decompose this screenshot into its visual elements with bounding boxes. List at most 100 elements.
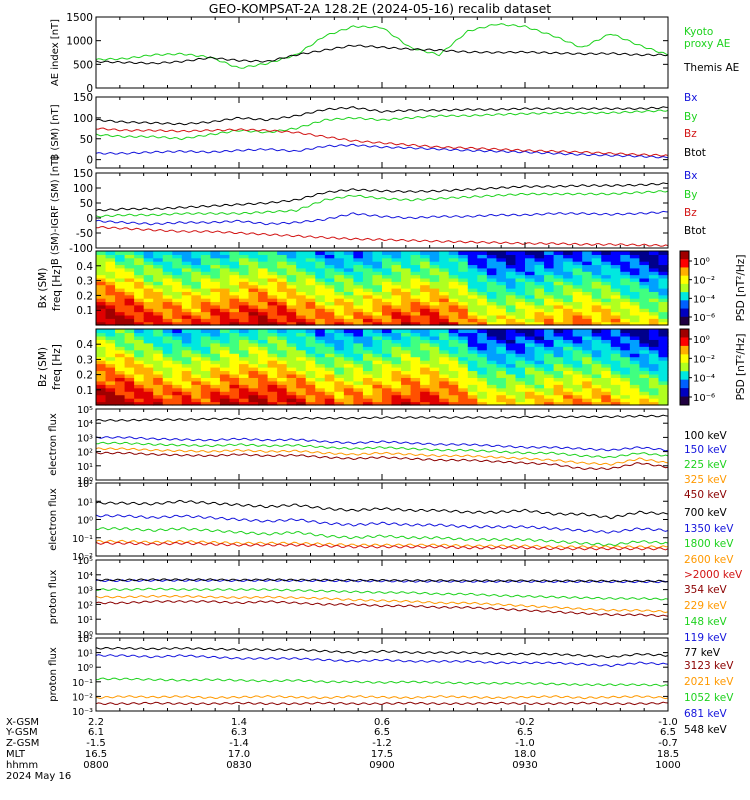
heatmap-cell — [239, 380, 250, 385]
heatmap-cell — [448, 394, 459, 399]
heatmap-cell — [267, 311, 278, 316]
heatmap-cell — [610, 342, 621, 347]
heatmap-cell — [124, 288, 135, 292]
heatmap-cell — [610, 264, 621, 269]
heatmap-cell — [200, 387, 211, 392]
heatmap-cell — [429, 339, 440, 344]
y-tick-label: 500 — [73, 59, 93, 71]
heatmap-cell — [477, 321, 488, 326]
heatmap-cell — [277, 398, 288, 403]
heatmap-cell — [191, 377, 202, 382]
heatmap-cell — [420, 398, 431, 403]
heatmap-cell — [258, 257, 269, 262]
heatmap-cell — [572, 281, 583, 286]
heatmap-cell — [219, 308, 231, 313]
heatmap-cell — [486, 304, 497, 309]
heatmap-cell — [477, 335, 488, 340]
heatmap-cell — [143, 298, 154, 303]
heatmap-cell — [648, 391, 660, 396]
heatmap-cell — [439, 271, 450, 276]
heatmap-cell — [305, 380, 316, 385]
heatmap-cell — [200, 339, 211, 344]
heatmap-cell — [143, 380, 154, 385]
heatmap-cell — [420, 264, 431, 269]
heatmap-cell — [362, 335, 374, 340]
heatmap-cell — [410, 387, 421, 392]
heatmap-cell — [620, 356, 631, 361]
heatmap-cell — [200, 360, 211, 365]
heatmap-cell — [362, 346, 374, 351]
heatmap-cell — [658, 401, 669, 406]
y-tick-label: 100 — [73, 183, 93, 195]
heatmap-cell — [505, 394, 517, 399]
heatmap-cell — [534, 401, 545, 406]
heatmap-cell — [258, 394, 269, 399]
heatmap-cell — [200, 257, 211, 262]
heatmap-cell — [219, 394, 231, 399]
heatmap-cell — [181, 277, 192, 282]
heatmap-cell — [591, 377, 602, 382]
heatmap-cell — [162, 370, 173, 375]
heatmap-cell — [591, 281, 602, 286]
heatmap-cell — [258, 342, 269, 347]
heatmap-cell — [439, 367, 450, 372]
heatmap-cell — [353, 277, 364, 282]
heatmap-cell — [134, 321, 145, 326]
heatmap-cell — [324, 360, 335, 365]
heatmap-cell — [153, 257, 164, 262]
heatmap-cell — [505, 288, 517, 292]
heatmap-cell — [467, 401, 478, 406]
heatmap-cell — [534, 281, 545, 286]
heatmap-cell — [315, 346, 326, 351]
heatmap-cell — [620, 301, 631, 306]
heatmap-cell — [658, 346, 669, 351]
heatmap-cell — [620, 380, 631, 385]
heatmap-cell — [353, 274, 364, 279]
heatmap-cell — [324, 394, 335, 399]
heatmap-cell — [219, 294, 231, 299]
heatmap-cell — [467, 304, 478, 309]
heatmap-cell — [277, 294, 288, 299]
heatmap-cell — [210, 261, 221, 266]
heatmap-cell — [334, 311, 345, 316]
heatmap-cell — [96, 267, 107, 272]
heatmap-cell — [582, 261, 593, 266]
heatmap-cell — [486, 398, 497, 403]
heatmap-cell — [639, 281, 650, 286]
heatmap-cell — [401, 254, 412, 259]
heatmap-cell — [486, 321, 497, 326]
heatmap-cell — [591, 251, 602, 255]
heatmap-cell — [305, 356, 316, 361]
heatmap-cell — [105, 271, 116, 276]
heatmap-cell — [496, 301, 507, 306]
heatmap-cell — [296, 332, 307, 337]
heatmap-cell — [362, 356, 374, 361]
heatmap-cell — [191, 335, 202, 340]
heatmap-cell — [439, 384, 450, 389]
heatmap-cell — [248, 356, 259, 361]
heatmap-cell — [601, 370, 612, 375]
heatmap-cell — [382, 335, 393, 340]
y-tick-label: 10⁵ — [77, 405, 93, 416]
heatmap-cell — [639, 311, 650, 316]
heatmap-cell — [486, 254, 497, 259]
heatmap-cell — [629, 370, 640, 375]
heatmap-cell — [305, 339, 316, 344]
heatmap-cell — [124, 335, 135, 340]
heatmap-cell — [324, 311, 335, 316]
heatmap-cell — [410, 384, 421, 389]
heatmap-cell — [286, 254, 297, 259]
heatmap-cell — [620, 391, 631, 396]
heatmap-cell — [534, 308, 545, 313]
heatmap-cell — [105, 251, 116, 255]
colorbar-segment — [680, 388, 689, 398]
heatmap-cell — [610, 398, 621, 403]
colorbar-tick-label: 10⁰ — [693, 257, 710, 268]
heatmap-cell — [248, 304, 259, 309]
heatmap-cell — [439, 284, 450, 289]
heatmap-cell — [267, 288, 278, 292]
heatmap-cell — [267, 370, 278, 375]
heatmap-cell — [229, 335, 240, 340]
heatmap-cell — [200, 356, 211, 361]
heatmap-cell — [172, 367, 183, 372]
